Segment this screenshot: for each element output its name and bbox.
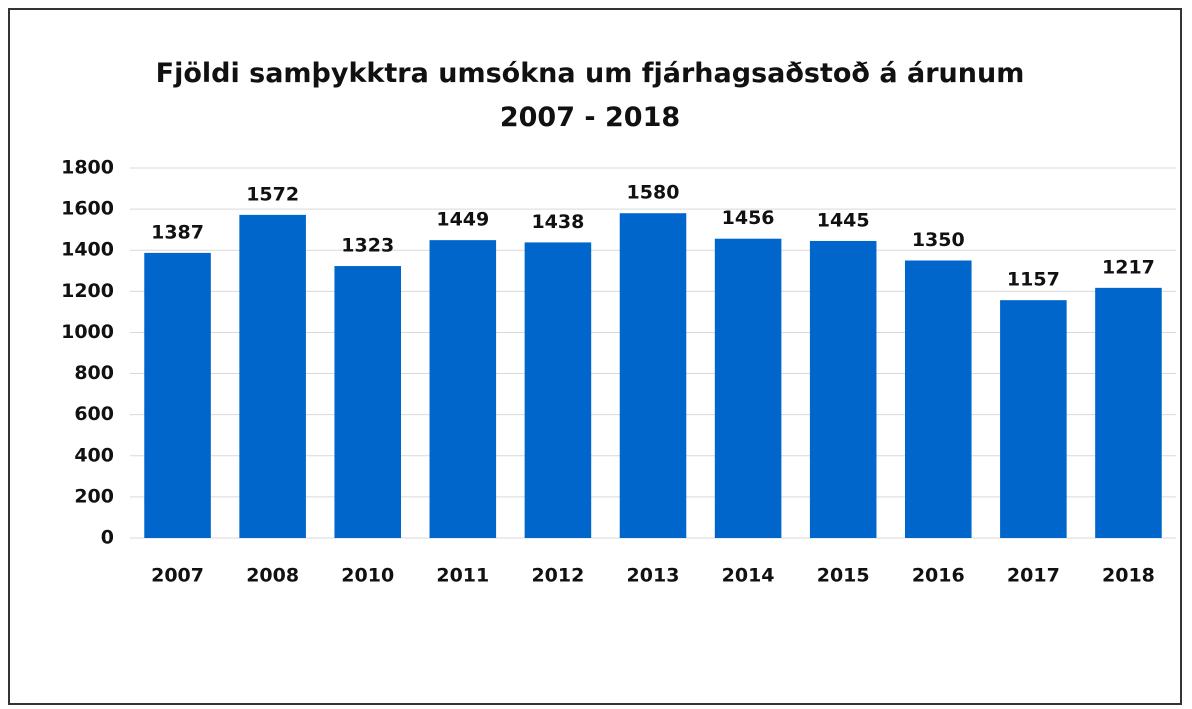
data-label: 1449 (436, 209, 489, 231)
bar (524, 242, 592, 538)
bar (904, 260, 972, 538)
bar (714, 238, 782, 538)
y-tick-label: 800 (74, 362, 114, 384)
bar (429, 240, 497, 538)
x-tick-label: 2008 (246, 565, 299, 587)
bar (144, 252, 211, 538)
data-label: 1580 (627, 182, 680, 204)
bar (619, 213, 687, 538)
bar (239, 214, 306, 538)
x-tick-label: 2015 (817, 565, 870, 587)
bar (1000, 300, 1067, 538)
x-tick-label: 2016 (912, 565, 965, 587)
data-label: 1445 (817, 209, 870, 231)
chart-frame (8, 8, 1182, 705)
bar (334, 266, 402, 538)
data-label: 1387 (151, 221, 204, 243)
bar (809, 240, 877, 538)
data-label: 1323 (341, 235, 394, 257)
data-label: 1438 (531, 211, 584, 233)
y-tick-label: 400 (74, 444, 114, 466)
chart-title: Fjöldi samþykktra umsókna um fjárhagsaðs… (155, 58, 1025, 133)
x-tick-label: 2017 (1007, 565, 1060, 587)
y-tick-label: 1200 (61, 280, 114, 302)
bar (1095, 287, 1162, 538)
x-tick-label: 2011 (436, 565, 489, 587)
x-tick-label: 2018 (1102, 565, 1155, 587)
y-tick-label: 200 (74, 485, 114, 507)
data-label: 1217 (1102, 256, 1155, 278)
y-tick-label: 1800 (61, 157, 114, 179)
x-tick-label: 2012 (531, 565, 584, 587)
data-label: 1456 (722, 207, 775, 229)
y-tick-label: 1000 (61, 321, 114, 343)
x-tick-label: 2010 (341, 565, 394, 587)
x-tick-label: 2014 (722, 565, 775, 587)
y-tick-label: 1400 (61, 239, 114, 261)
y-tick-label: 0 (101, 527, 114, 549)
x-tick-label: 2007 (151, 565, 204, 587)
data-label: 1350 (912, 229, 965, 251)
x-tick-label: 2013 (627, 565, 680, 587)
data-label: 1572 (246, 183, 299, 205)
data-label: 1157 (1007, 269, 1060, 291)
y-tick-label: 1600 (61, 198, 114, 220)
y-tick-label: 600 (74, 403, 114, 425)
